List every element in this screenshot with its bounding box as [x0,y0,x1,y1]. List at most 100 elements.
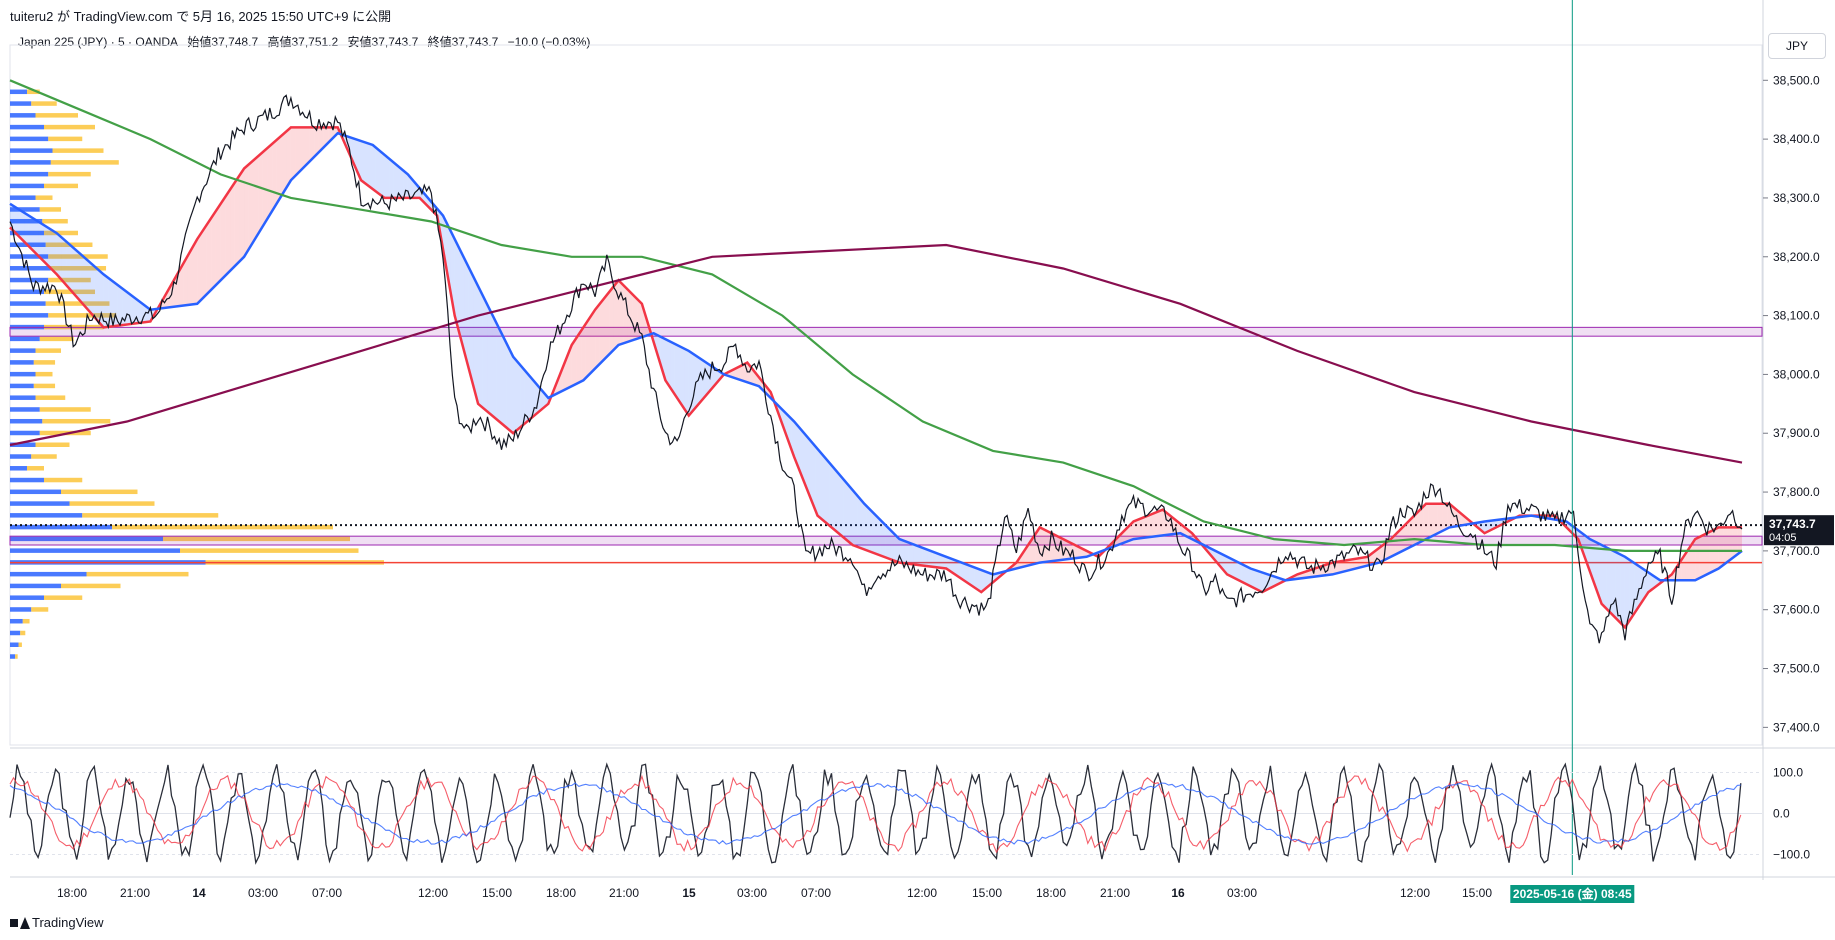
ma-cloud-segment [524,370,530,424]
oscillator-tick-label: 0.0 [1773,807,1790,821]
ma-cloud-segment [1624,556,1630,628]
ma-cloud-segment [244,164,249,257]
ma-cloud-segment [674,343,680,402]
ma-cloud-segment [1245,566,1251,587]
ma-cloud-segment [127,292,132,325]
ma-cloud-segment [824,457,830,526]
ma-cloud-segment [866,506,872,553]
ma-cloud-segment [571,337,577,387]
ma-cloud-segment [468,267,474,387]
time-tick-label: 15:00 [972,886,1002,900]
volume-profile-bar-blue [10,136,49,142]
ma-cloud-segment [24,212,29,247]
oscillator-fast-line [9,761,1742,865]
ma-cloud-segment [80,253,85,307]
price-tick-label: 38,300.0 [1773,191,1820,205]
ma-cloud-segment [286,127,291,188]
ma-cloud-segment [538,386,544,412]
ma-cloud-segment [136,299,142,324]
ma-cloud-segment [56,233,62,280]
ma-cloud-segment [1142,515,1148,538]
volume-profile-bar-blue [10,583,61,589]
time-tick-label: 07:00 [312,886,342,900]
volume-profile-bar-yellow [35,195,53,200]
time-axis: 18:00 21:00 14 03:00 07:00 12:00 15:00 18:00 21:… [57,886,1492,900]
ma-cloud-segment [1386,539,1391,560]
ma-cloud-segment [1250,568,1256,589]
ma-cloud-segment [506,342,511,432]
ma-cloud-segment [492,314,497,420]
ma-cloud-segment [192,239,198,305]
volume-profile-bar-blue [10,171,49,177]
volume-profile-bar-yellow [48,136,83,142]
volume-profile-bar-blue [10,571,87,577]
price-line [9,94,1743,644]
ma-cloud-segment [1269,574,1274,589]
volume-profile-bar-yellow [31,101,57,106]
ma-cloud-segment [679,346,685,409]
volume-profile-bar-yellow [61,489,138,495]
volume-profile-bar-yellow [35,442,70,447]
ma-cloud-segment [932,551,937,568]
ma-cloud-segment [740,363,745,382]
ma-cloud-segment [604,292,610,360]
volume-profile-bar-blue [10,183,44,189]
ma-cloud-segment [936,553,942,568]
ma-cloud-segment [1400,525,1405,553]
volume-profile-bar-yellow [44,595,83,600]
ma-cloud-segment [1044,529,1050,563]
volume-profile-bar-yellow [44,183,78,189]
ma-cloud-segment [871,510,876,554]
ma-cloud-segment [239,168,245,262]
zone-band [9,326,1763,337]
volume-profile-bar-blue [10,607,32,612]
volume-profile-bar-yellow [45,301,110,306]
footer-brand-label: TradingView [32,915,104,930]
volume-profile-bar-yellow [61,583,121,589]
ma-cloud-segment [978,569,984,591]
ma-cloud-segment [1447,503,1452,529]
ma-cloud-segment [1030,534,1036,565]
ma-cloud-segment [960,562,965,582]
currency-button[interactable]: JPY [1768,33,1826,59]
ma-cloud-segment [1606,547,1611,614]
ma-cloud-segment [562,356,568,391]
volume-profile-bar-yellow [48,313,117,318]
ma-cloud-segment [983,570,989,591]
ma-cloud-segment [131,295,137,324]
ma-cloud-segment [375,146,380,195]
ma-cloud-segment [838,473,844,538]
volume-profile-bar-blue [10,289,44,295]
ma-cloud-segment [258,152,263,234]
ma-cloud-segment [225,189,231,276]
ma-cloud-segment [1021,548,1026,568]
ma-cloud-segment [1419,506,1424,543]
ma-cloud-segment [595,303,600,369]
ma-cloud-segment [964,563,970,585]
ma-cloud-segment [609,286,614,355]
ma-cloud-segment [843,479,848,542]
price-tick-label: 37,900.0 [1773,426,1820,440]
ma-cloud-segment [1648,572,1654,593]
ma-cloud-segment [19,209,25,242]
volume-profile-bar-yellow [44,477,83,483]
ma-cloud-segment [1119,530,1125,545]
oscillator-signal-line [9,774,1742,854]
ma-cloud-segment [89,262,95,317]
ma-cloud-segment [14,206,20,237]
ma-cloud-segment [1718,527,1724,569]
volume-profile-bar-blue [10,89,27,95]
ma-cloud-segment [1395,529,1401,555]
volume-profile-bar-yellow [42,218,68,224]
ma-cloud-segment [861,501,867,551]
ma-cloud-segment [1241,563,1246,584]
cursor-date-label: 2025-05-16 (金) 08:45 [1513,886,1632,901]
moving-average-line [9,131,1743,582]
volume-profile-bar-blue [10,360,34,365]
ma-cloud-segment [941,555,947,569]
ma-cloud-segment [421,190,427,205]
ma-cloud-segment [117,285,123,326]
ma-cloud-segment [1437,503,1443,534]
footer-brand[interactable]: TradingView [10,915,104,930]
